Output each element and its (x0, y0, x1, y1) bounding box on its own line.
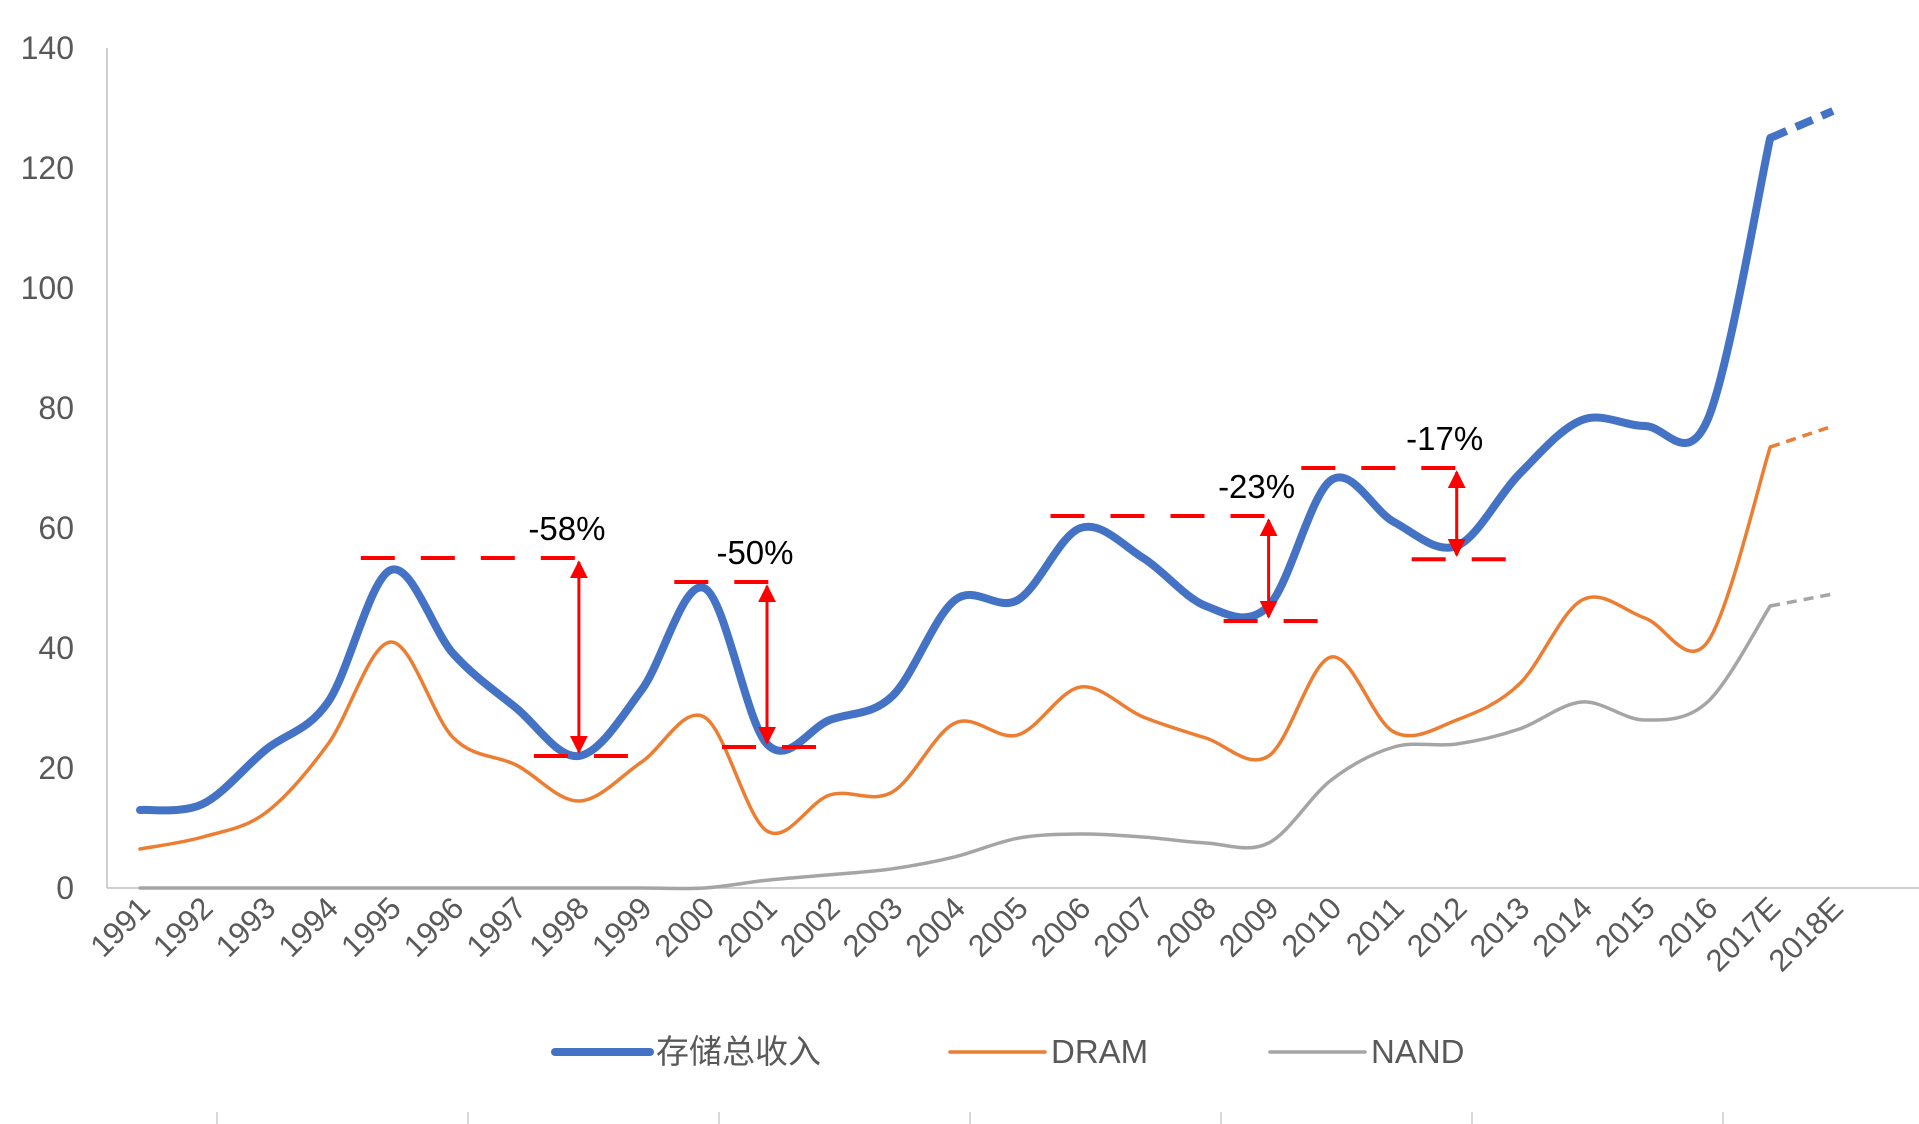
x-tick-label: 1996 (397, 890, 471, 964)
series-dram (138, 424, 1834, 851)
y-tick-label: 80 (38, 390, 74, 426)
legend-item-dram: DRAM (948, 1033, 1148, 1070)
y-tick-label: 140 (21, 30, 74, 66)
x-tick-label: 1998 (522, 890, 596, 964)
y-tick-label: 0 (56, 870, 74, 906)
x-tick-label: 1994 (272, 890, 346, 964)
y-tick-label: 20 (38, 750, 74, 786)
x-tick-label: 2009 (1212, 890, 1286, 964)
annotation-label: -23% (1218, 468, 1295, 505)
annotation-label: -17% (1406, 420, 1483, 457)
y-tick-label: 40 (38, 630, 74, 666)
annotation-label: -58% (528, 510, 605, 547)
x-tick-label: 2015 (1588, 890, 1662, 964)
drawdown-annotation: -23% (1050, 468, 1319, 623)
x-tick-label: 2012 (1400, 890, 1474, 964)
drawdown-annotation: -58% (360, 510, 629, 758)
x-tick-label: 2006 (1024, 890, 1098, 964)
legend-item-total-storage: 存储总收入 (551, 1033, 821, 1070)
x-tick-label: 2011 (1339, 890, 1411, 962)
x-tick-label: 2005 (961, 890, 1035, 964)
y-tick-label: 60 (38, 510, 74, 546)
x-tick-label: 2010 (1275, 890, 1349, 964)
series-nand (138, 592, 1834, 891)
series-line-nand (138, 604, 1772, 891)
series-forecast-line-total-storage (1768, 107, 1835, 142)
legend-item-nand: NAND (1268, 1033, 1465, 1070)
x-tick-label: 1997 (460, 890, 534, 964)
y-tick-label: 100 (21, 270, 74, 306)
x-tick-label: 2013 (1463, 890, 1537, 964)
x-tick-label: 2007 (1087, 890, 1161, 964)
series-line-total-storage (136, 134, 1775, 815)
x-tick-label: 2002 (773, 890, 847, 964)
series-total-storage (136, 107, 1835, 815)
drawdown-annotation: -17% (1301, 420, 1507, 562)
x-tick-label: 1995 (334, 890, 408, 964)
x-tick-label: 2008 (1149, 890, 1223, 964)
x-tick-label: 1992 (146, 890, 220, 964)
x-tick-label: 1993 (209, 890, 283, 964)
y-tick-label: 120 (21, 150, 74, 186)
legend-label: DRAM (1051, 1033, 1148, 1070)
x-tick-label: 1991 (83, 890, 157, 964)
x-tick-label: 2001 (710, 890, 784, 964)
legend-label: NAND (1371, 1033, 1465, 1070)
x-tick-label: 2014 (1526, 890, 1600, 964)
drawdown-annotation: -50% (674, 534, 817, 749)
x-tick-label: 2000 (648, 890, 722, 964)
x-tick-label: 2004 (899, 890, 973, 964)
legend-label: 存储总收入 (656, 1033, 821, 1070)
x-tick-label: 1999 (585, 890, 659, 964)
series-line-dram (138, 445, 1772, 851)
x-tick-label: 2003 (836, 890, 910, 964)
series-forecast-line-nand (1769, 592, 1834, 608)
annotation-label: -50% (716, 534, 793, 571)
series-forecast-line-dram (1769, 424, 1834, 449)
